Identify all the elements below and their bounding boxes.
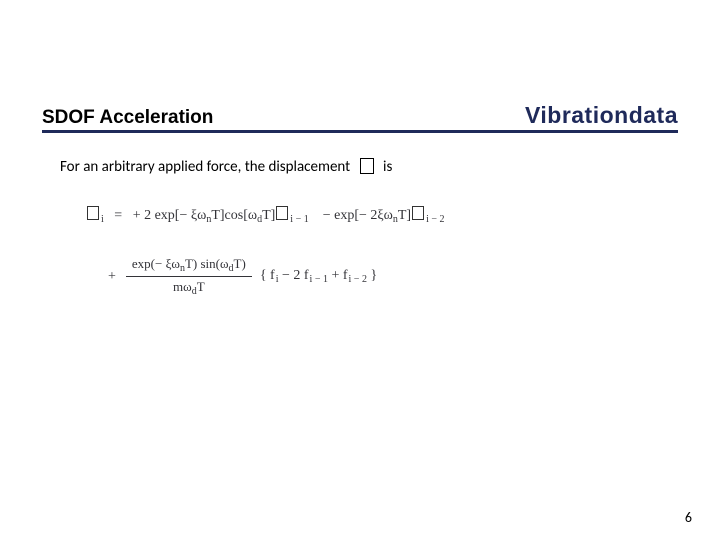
term1-bracket-close: T]	[211, 208, 224, 223]
tail-mid1: − 2 f	[278, 268, 308, 283]
fraction-tail: { fi − 2 fi − 1 + fi − 2 }	[260, 268, 377, 285]
term1-bracket-open: [− ξω	[175, 208, 207, 223]
tail-open: { f	[260, 268, 275, 283]
placeholder-glyph-icon	[360, 158, 374, 174]
fraction-numerator: exp(− ξωnT) sin(ωdT)	[126, 256, 252, 277]
num-exp: exp(− ξω	[132, 256, 180, 271]
den-t: T	[197, 279, 205, 294]
slide: SDOF Acceleration Vibrationdata For an a…	[0, 0, 720, 540]
intro-prefix: For an arbitrary applied force, the disp…	[60, 158, 350, 176]
subscript: i − 2	[426, 214, 444, 225]
term1-cos-close: T]	[262, 208, 275, 223]
term1-coeff: + 2 exp	[133, 208, 175, 223]
subscript: i	[101, 214, 104, 225]
leading-plus: +	[108, 269, 116, 285]
placeholder-glyph-icon	[87, 206, 99, 220]
tail-mid2: + f	[328, 268, 348, 283]
term2-bracket-close: T]	[398, 208, 411, 223]
fraction: exp(− ξωnT) sin(ωdT) mωdT	[126, 256, 252, 297]
intro-suffix: is	[383, 158, 392, 176]
subscript: i − 1	[290, 214, 308, 225]
num-mid: T) sin(ω	[185, 256, 229, 271]
num-close: T)	[234, 256, 246, 271]
subscript: i − 2	[349, 274, 367, 285]
term2-bracket-open: [− 2ξω	[354, 208, 393, 223]
page-number: 6	[685, 509, 692, 526]
header-rule	[42, 130, 678, 133]
title-right: Vibrationdata	[525, 102, 678, 129]
equation-line-2: + exp(− ξωnT) sin(ωdT) mωdT { fi − 2 fi …	[108, 256, 377, 297]
placeholder-glyph-icon	[276, 206, 288, 220]
title-left: SDOF Acceleration	[42, 107, 213, 129]
term2-coeff: − exp	[323, 208, 355, 223]
den-m: mω	[173, 279, 192, 294]
fraction-denominator: mωdT	[126, 277, 252, 297]
term1-cos: cos[ω	[225, 208, 258, 223]
placeholder-glyph-icon	[412, 206, 424, 220]
intro-text: For an arbitrary applied force, the disp…	[60, 158, 392, 176]
subscript: i − 1	[310, 274, 328, 285]
equation-line-1: i = + 2 exp[− ξωnT]cos[ωdT]i − 1 − exp[−…	[86, 206, 444, 225]
tail-close: }	[367, 268, 377, 283]
equals-sign: =	[114, 208, 122, 223]
